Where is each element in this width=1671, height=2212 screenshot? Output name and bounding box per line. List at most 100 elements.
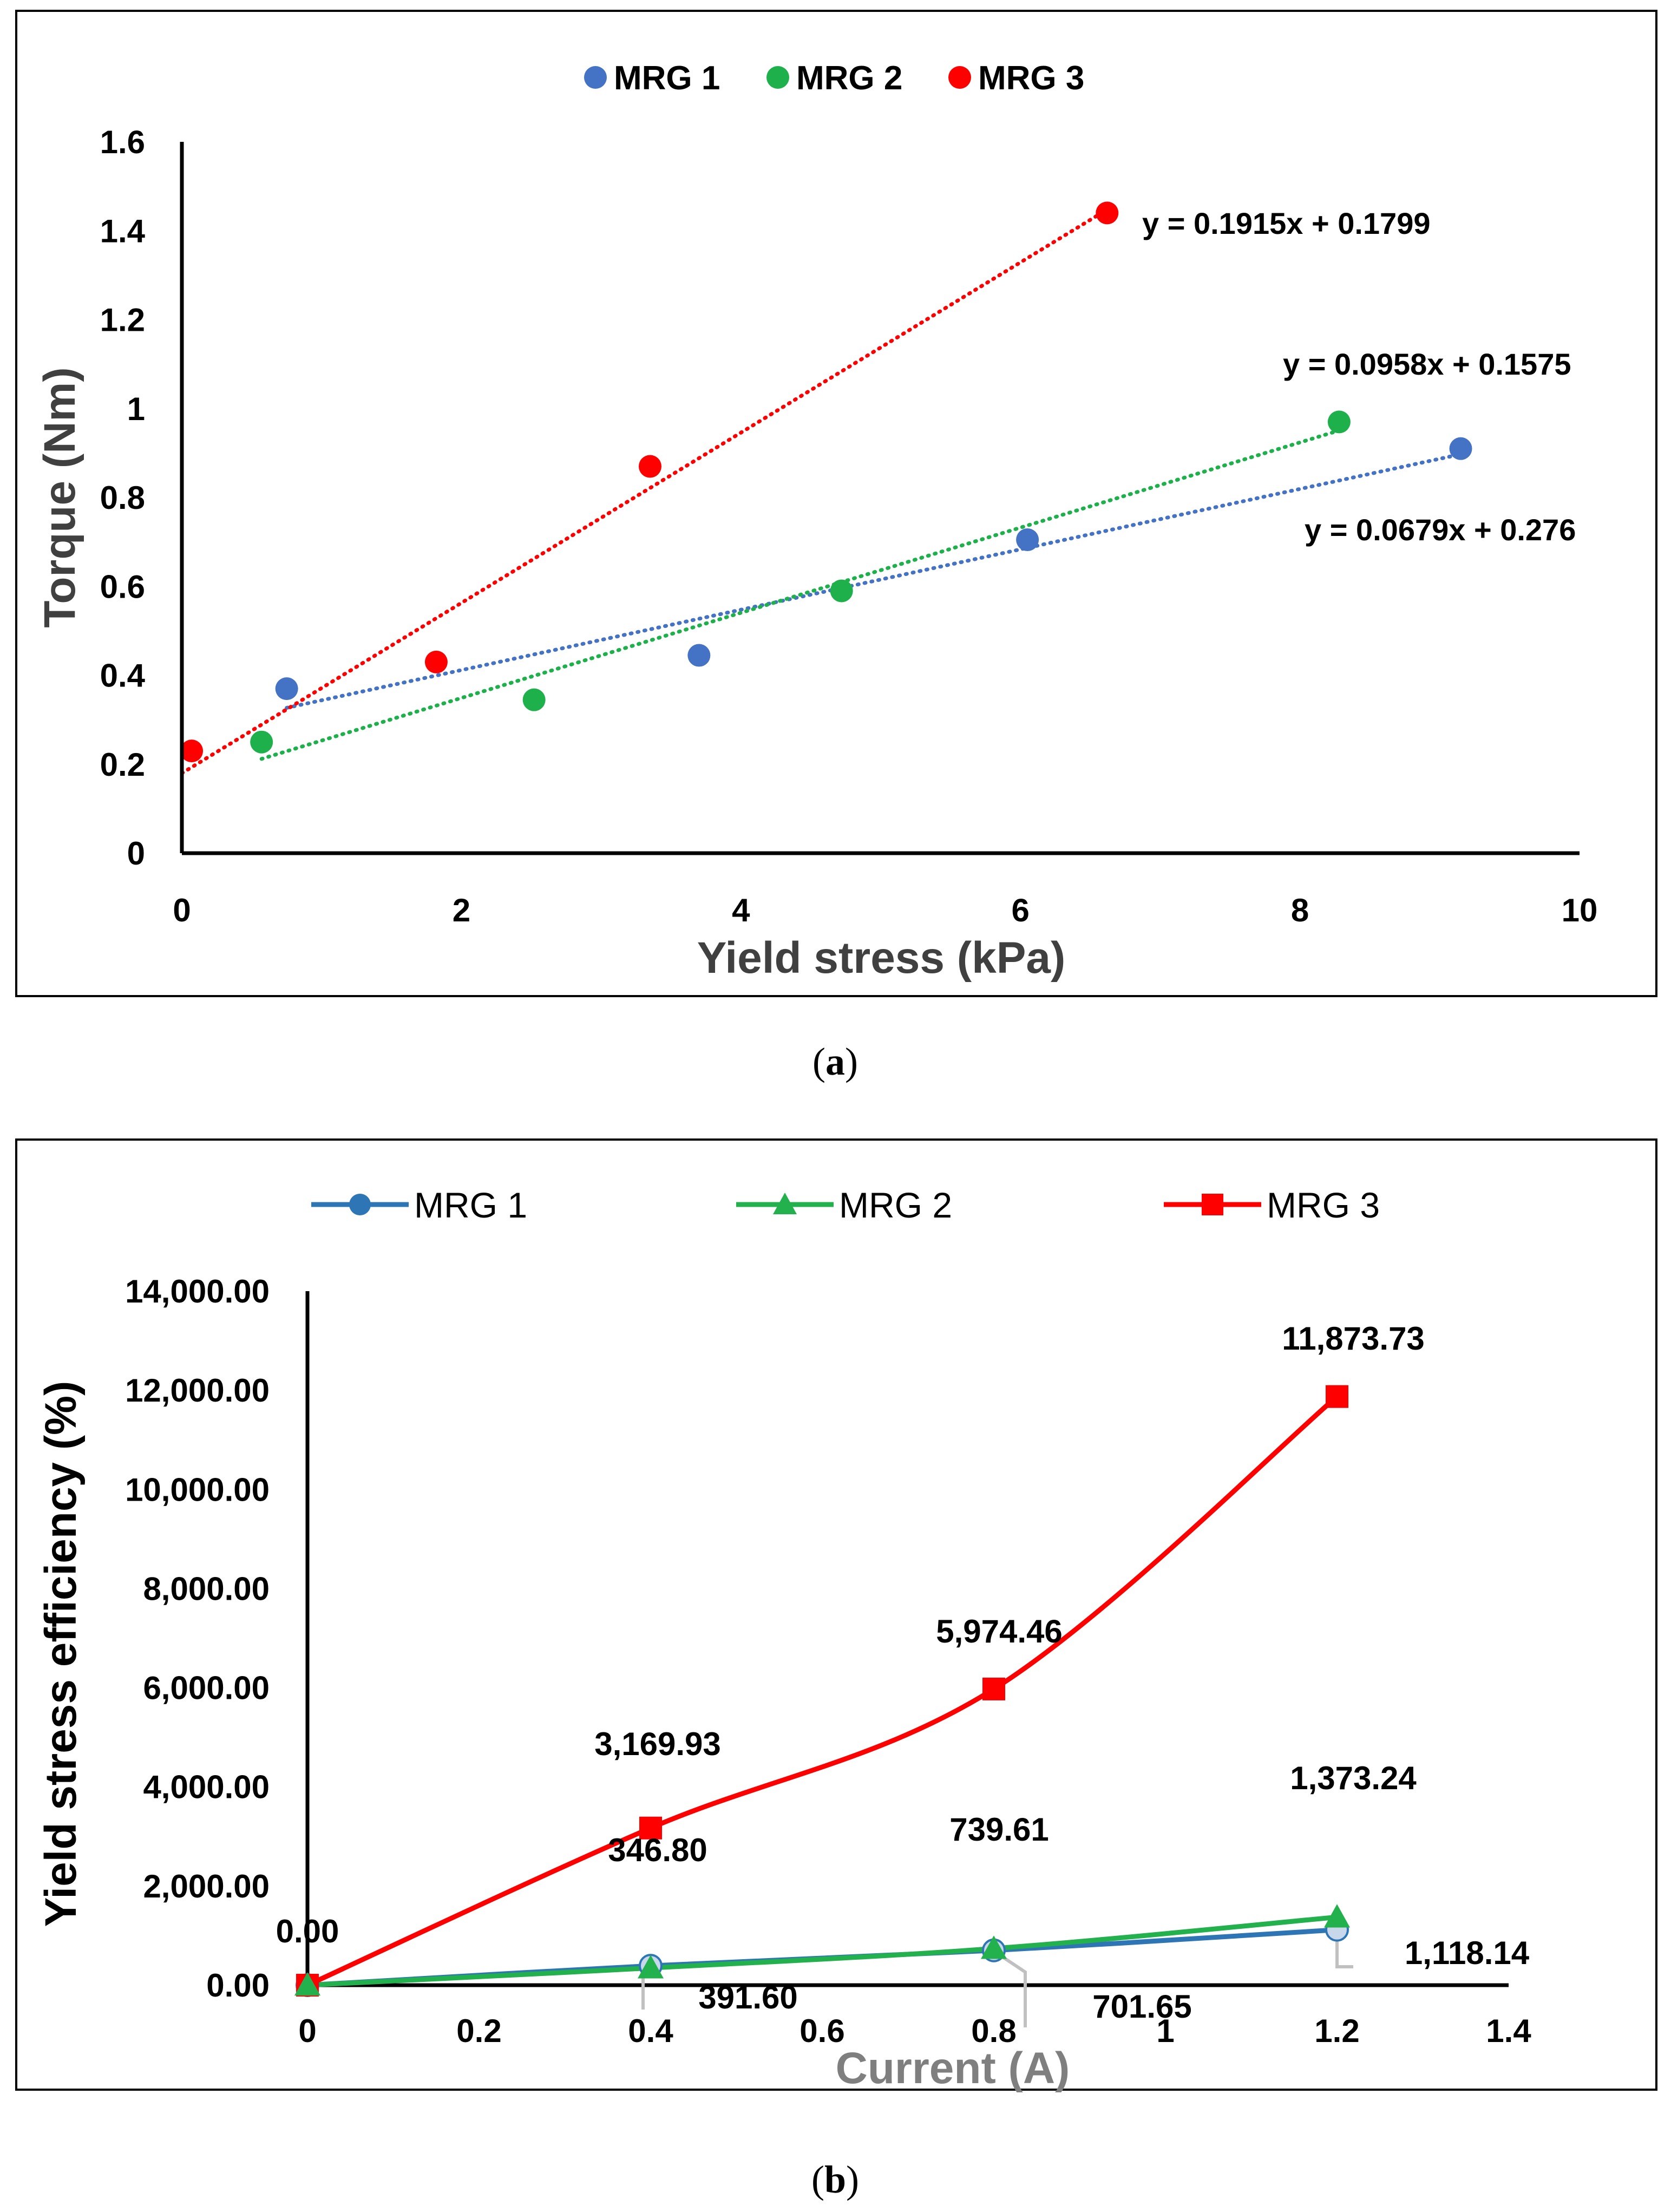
trendline-mrg-2 bbox=[259, 428, 1341, 761]
panel-a-y-tick-label: 0.8 bbox=[100, 480, 145, 516]
point-mrg-1 bbox=[1449, 437, 1472, 460]
point-mrg-1 bbox=[687, 644, 711, 667]
legend-label-mrg-1: MRG 1 bbox=[414, 1185, 527, 1225]
legend-marker-mrg-3 bbox=[1202, 1194, 1223, 1215]
data-label-mrg-2: 346.80 bbox=[608, 1832, 707, 1868]
panel-a-x-tick-label: 0 bbox=[173, 892, 191, 928]
marker-mrg-2 bbox=[1324, 1904, 1350, 1928]
panel-a-y-ticks: 0 0.2 0.4 0.6 0.8 1 1.2 1.4 1.6 bbox=[100, 124, 146, 872]
panel-b-y-tick-label: 8,000.00 bbox=[143, 1570, 270, 1607]
panel-a-points bbox=[180, 201, 1472, 763]
data-label-mrg-3: 5,974.46 bbox=[936, 1613, 1063, 1650]
data-label-mrg-2: 1,373.24 bbox=[1290, 1760, 1417, 1796]
legend-marker-mrg-1 bbox=[349, 1194, 371, 1215]
panel-a-x-tick-label: 8 bbox=[1291, 892, 1309, 928]
marker-mrg-3 bbox=[639, 1816, 662, 1840]
panel-b-x-tick-label: 1 bbox=[1156, 2013, 1174, 2049]
panel-b-data-labels: 391.60 701.65 1,118.14 346.80 739.61 1,373.24… bbox=[276, 1320, 1530, 2025]
panel-a-equations: y = 0.0679x + 0.276 y = 0.0958x + 0.1575 y… bbox=[1142, 206, 1576, 547]
data-label-mrg-3: 3,169.93 bbox=[594, 1726, 721, 1762]
point-mrg-3 bbox=[638, 455, 661, 478]
panel-a-x-ticks: 0 2 4 6 8 10 bbox=[173, 892, 1597, 928]
panel-b-y-tick-label: 0.00 bbox=[206, 1967, 270, 2004]
panel-a-frame bbox=[15, 10, 1657, 997]
caption-b: (b) bbox=[811, 2158, 859, 2201]
panel-a-x-tick-label: 2 bbox=[453, 892, 470, 928]
point-mrg-1 bbox=[1016, 528, 1039, 552]
panel-a-trendlines bbox=[180, 207, 1463, 775]
point-mrg-2 bbox=[522, 688, 546, 711]
point-mrg-2 bbox=[250, 730, 273, 754]
panel-b-y-tick-label: 4,000.00 bbox=[143, 1769, 270, 1805]
marker-mrg-3 bbox=[1326, 1385, 1348, 1408]
panel-a-y-tick-label: 1 bbox=[127, 391, 145, 427]
panel-b-y-tick-label: 12,000.00 bbox=[125, 1372, 270, 1409]
leader-line bbox=[995, 1951, 1027, 2027]
panel-b-markers bbox=[294, 1385, 1350, 1997]
panel-b-y-tick-label: 6,000.00 bbox=[143, 1670, 270, 1706]
point-mrg-3 bbox=[180, 739, 204, 763]
panel-b-x-tick-label: 0.4 bbox=[628, 2013, 673, 2049]
legend-label-mrg-1: MRG 1 bbox=[614, 60, 720, 97]
legend-marker-mrg-3 bbox=[948, 66, 971, 89]
panel-b-x-tick-label: 1.4 bbox=[1486, 2013, 1531, 2049]
point-mrg-3 bbox=[1096, 201, 1119, 225]
data-label-mrg-3: 0.00 bbox=[276, 1913, 339, 1949]
panel-a-y-tick-label: 0 bbox=[127, 835, 145, 872]
panel-b: MRG 1 MRG 2 MRG 3 0 0.2 0.4 0.6 0.8 1 1.2 1.4 0.0… bbox=[15, 1138, 1657, 2093]
data-label-mrg-1: 1,118.14 bbox=[1405, 1935, 1530, 1971]
line-mrg-2 bbox=[305, 1914, 1340, 1988]
panel-a-y-tick-label: 0.6 bbox=[100, 568, 145, 605]
legend-label-mrg-3: MRG 3 bbox=[978, 60, 1084, 97]
panel-a-x-tick-label: 4 bbox=[732, 892, 750, 928]
panel-b-x-tick-label: 1.2 bbox=[1314, 2013, 1359, 2049]
panel-b-y-tick-label: 2,000.00 bbox=[143, 1868, 270, 1905]
panel-a-y-tick-label: 1.2 bbox=[100, 302, 145, 338]
line-mrg-3 bbox=[305, 1394, 1340, 1988]
panel-b-frame bbox=[15, 1138, 1657, 2091]
caption-a-letter: a bbox=[825, 1040, 845, 1083]
data-label-mrg-1: 391.60 bbox=[698, 1979, 798, 2015]
caption-a: (a) bbox=[812, 1040, 858, 1083]
trendline-mrg-1 bbox=[285, 452, 1463, 710]
panel-b-x-axis-title: Current (A) bbox=[836, 2044, 1070, 2093]
point-mrg-2 bbox=[830, 579, 853, 603]
panel-b-x-tick-label: 0.2 bbox=[456, 2013, 501, 2049]
panel-a-x-axis-title: Yield stress (kPa) bbox=[697, 933, 1066, 983]
trendline-mrg-3 bbox=[180, 207, 1109, 775]
panel-a-x-tick-label: 10 bbox=[1562, 892, 1598, 928]
panel-a-x-tick-label: 6 bbox=[1012, 892, 1030, 928]
panel-b-x-tick-label: 0.6 bbox=[800, 2013, 844, 2049]
equation-mrg-2: y = 0.0958x + 0.1575 bbox=[1283, 347, 1571, 381]
point-mrg-2 bbox=[1327, 410, 1351, 434]
panel-a-y-tick-label: 1.4 bbox=[100, 213, 146, 249]
panel-b-y-tick-label: 14,000.00 bbox=[125, 1273, 270, 1310]
panel-b-y-tick-label: 10,000.00 bbox=[125, 1471, 270, 1508]
marker-mrg-2 bbox=[294, 1972, 320, 1996]
marker-mrg-2 bbox=[638, 1955, 664, 1979]
panel-b-y-ticks: 0.00 2,000.00 4,000.00 6,000.00 8,000.00 10,0… bbox=[125, 1273, 270, 2004]
legend-marker-mrg-1 bbox=[584, 66, 607, 89]
panel-b-y-axis-title: Yield stress efficiency (%) bbox=[36, 1381, 86, 1927]
point-mrg-1 bbox=[275, 677, 298, 701]
marker-mrg-3 bbox=[982, 1677, 1005, 1700]
equation-mrg-1: y = 0.0679x + 0.276 bbox=[1305, 513, 1576, 547]
data-label-mrg-2: 739.61 bbox=[949, 1811, 1049, 1848]
panel-a-y-axis-title: Torque (Nm) bbox=[35, 367, 84, 627]
caption-b-letter: b bbox=[824, 2158, 846, 2201]
panel-b-x-ticks: 0 0.2 0.4 0.6 0.8 1 1.2 1.4 bbox=[298, 2013, 1531, 2049]
panel-b-lines bbox=[305, 1394, 1340, 1988]
panel-b-x-tick-label: 0 bbox=[298, 2013, 316, 2049]
marker-mrg-2 bbox=[981, 1935, 1007, 1959]
legend-marker-mrg-2 bbox=[766, 66, 789, 89]
legend-label-mrg-3: MRG 3 bbox=[1267, 1185, 1380, 1225]
panel-b-x-tick-label: 0.8 bbox=[971, 2013, 1016, 2049]
panel-b-legend: MRG 1 MRG 2 MRG 3 bbox=[311, 1185, 1380, 1225]
point-mrg-3 bbox=[424, 650, 448, 673]
data-label-mrg-3: 11,873.73 bbox=[1282, 1320, 1425, 1357]
panel-a: MRG 1 MRG 2 MRG 3 0 2 4 6 8 10 0 0.2 0.4 0.6 0.8 1 1.… bbox=[15, 10, 1657, 997]
panel-a-y-tick-label: 0.4 bbox=[100, 658, 146, 694]
legend-label-mrg-2: MRG 2 bbox=[796, 60, 902, 97]
panel-a-y-tick-label: 0.2 bbox=[100, 747, 145, 783]
